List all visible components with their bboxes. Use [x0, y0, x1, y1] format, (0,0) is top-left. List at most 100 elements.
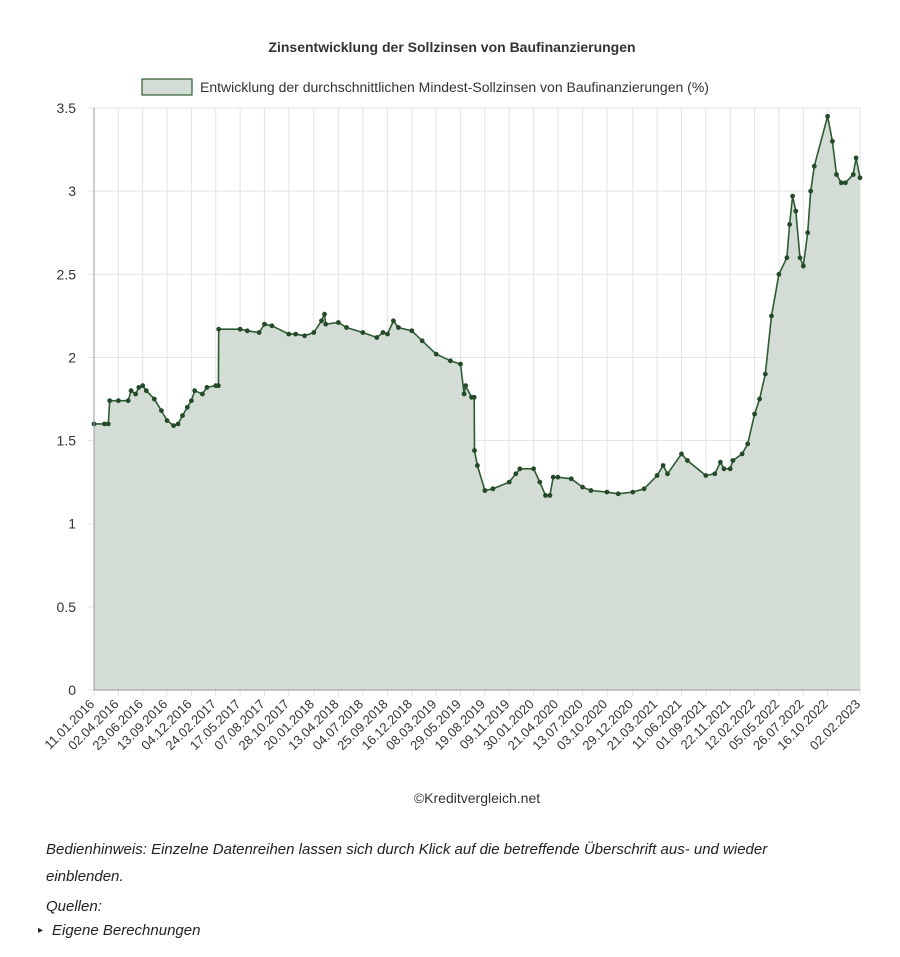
- data-point: [143, 388, 149, 394]
- data-point: [787, 222, 792, 227]
- data-point: [843, 180, 848, 186]
- data-point: [568, 476, 574, 482]
- data-point: [665, 471, 670, 477]
- chart: Zinsentwicklung der Sollzinsen von Baufi…: [41, 39, 863, 806]
- legend-label: Entwicklung der durchschnittlichen Minde…: [200, 79, 709, 95]
- data-point: [850, 172, 856, 177]
- data-point: [797, 255, 803, 261]
- plot-area: [91, 108, 863, 691]
- data-point: [319, 318, 324, 324]
- data-point: [547, 493, 553, 498]
- data-point: [784, 255, 790, 261]
- data-point: [739, 451, 745, 457]
- data-point: [727, 466, 733, 472]
- data-point: [834, 172, 839, 177]
- data-point: [793, 208, 799, 214]
- data-point: [712, 471, 718, 477]
- data-point: [105, 421, 111, 427]
- data-point: [543, 493, 548, 498]
- data-point: [286, 331, 292, 337]
- data-point: [269, 323, 275, 329]
- data-point: [679, 451, 684, 457]
- data-point: [180, 413, 185, 418]
- data-point: [757, 396, 762, 402]
- data-point: [825, 113, 830, 119]
- y-tick-label: 2.5: [57, 266, 77, 282]
- sources-label: Quellen:: [46, 898, 102, 915]
- data-point: [380, 330, 386, 335]
- data-point: [660, 463, 666, 468]
- data-point: [790, 193, 795, 199]
- data-point: [853, 155, 859, 161]
- data-point: [336, 320, 341, 325]
- data-point: [262, 321, 267, 327]
- data-point: [136, 385, 142, 390]
- data-point: [448, 358, 453, 364]
- y-tick-label: 0: [68, 682, 76, 698]
- data-point: [517, 466, 523, 472]
- data-point: [745, 441, 751, 447]
- y-tick-label: 2: [68, 349, 76, 365]
- y-tick-label: 1.5: [57, 433, 77, 449]
- y-tick-label: 0.5: [57, 599, 77, 615]
- data-point: [189, 398, 194, 404]
- data-point: [164, 418, 170, 423]
- data-point: [396, 325, 401, 330]
- data-point: [385, 331, 390, 337]
- legend[interactable]: Entwicklung der durchschnittlichen Minde…: [141, 78, 709, 96]
- data-point: [531, 466, 536, 472]
- data-point: [513, 471, 519, 477]
- data-point: [458, 361, 463, 367]
- data-point: [237, 326, 243, 332]
- data-point: [244, 328, 250, 334]
- data-point: [116, 398, 121, 404]
- data-point: [641, 486, 647, 492]
- data-point: [550, 474, 556, 480]
- data-point: [580, 484, 585, 490]
- data-point: [323, 321, 329, 327]
- data-point: [311, 330, 317, 335]
- data-point: [216, 326, 222, 332]
- data-point: [302, 333, 307, 339]
- data-point: [718, 459, 723, 465]
- data-point: [588, 488, 594, 493]
- data-point: [140, 383, 146, 389]
- data-point: [374, 335, 380, 340]
- usage-hint: Bedienhinweis: Einzelne Datenreihen lass…: [46, 841, 768, 885]
- data-point: [630, 489, 636, 495]
- data-point: [762, 371, 768, 377]
- data-point: [838, 180, 844, 186]
- data-point: [151, 396, 157, 402]
- data-point: [128, 388, 134, 394]
- data-point: [506, 479, 512, 485]
- data-point: [159, 408, 164, 413]
- chart-credit: ©Kreditvergleich.net: [414, 790, 540, 806]
- data-point: [322, 311, 327, 317]
- series-area: [94, 116, 860, 691]
- data-point: [490, 486, 496, 492]
- data-point: [471, 394, 477, 400]
- data-point: [808, 188, 814, 194]
- chart-title: Zinsentwicklung der Sollzinsen von Baufi…: [268, 39, 635, 55]
- data-point: [360, 330, 366, 335]
- data-point: [192, 388, 198, 394]
- data-point: [811, 163, 817, 169]
- data-point: [555, 474, 561, 480]
- data-point: [703, 473, 709, 478]
- data-point: [769, 313, 774, 319]
- data-point: [830, 138, 835, 144]
- y-axis: 0 0.5 1 1.5 2 2.5 3 3.5: [57, 100, 77, 698]
- data-point: [800, 263, 806, 269]
- data-point: [685, 458, 690, 463]
- data-point: [730, 458, 736, 463]
- data-point: [133, 391, 139, 397]
- data-point: [256, 330, 262, 335]
- notes: Bedienhinweis: Einzelne Datenreihen lass…: [38, 836, 846, 942]
- data-point: [463, 383, 468, 389]
- data-point: [654, 473, 660, 478]
- data-point: [615, 491, 621, 497]
- data-point: [776, 271, 782, 277]
- data-point: [433, 351, 439, 357]
- data-point: [216, 383, 221, 389]
- data-point: [200, 391, 205, 397]
